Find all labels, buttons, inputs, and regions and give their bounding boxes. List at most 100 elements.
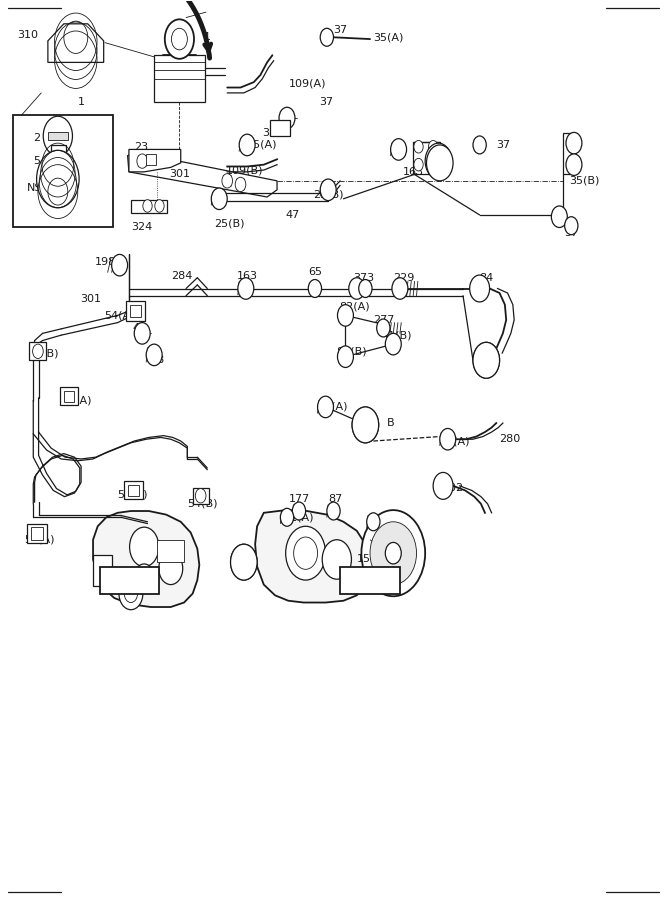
- Circle shape: [320, 28, 334, 46]
- Text: 37: 37: [496, 140, 510, 150]
- Circle shape: [43, 116, 73, 156]
- Circle shape: [473, 342, 500, 378]
- Circle shape: [428, 158, 438, 171]
- Circle shape: [165, 19, 194, 58]
- Circle shape: [231, 544, 257, 580]
- Text: 54(A): 54(A): [25, 535, 55, 544]
- Text: 4-36: 4-36: [358, 575, 383, 585]
- Circle shape: [391, 139, 407, 160]
- Circle shape: [370, 522, 416, 585]
- Circle shape: [392, 278, 408, 300]
- Circle shape: [473, 136, 486, 154]
- Text: 87: 87: [328, 494, 342, 504]
- Text: 310: 310: [17, 31, 38, 40]
- Polygon shape: [93, 511, 199, 607]
- Bar: [128, 485, 139, 496]
- Text: 37: 37: [319, 97, 333, 107]
- Text: B: B: [362, 420, 369, 430]
- Circle shape: [428, 140, 438, 153]
- Bar: [31, 527, 43, 540]
- Text: 46: 46: [133, 323, 147, 333]
- Circle shape: [33, 344, 43, 358]
- Circle shape: [349, 278, 365, 300]
- Circle shape: [285, 526, 325, 580]
- Text: 25(B): 25(B): [214, 219, 244, 229]
- Circle shape: [129, 527, 159, 567]
- Text: 37: 37: [334, 25, 348, 35]
- Text: 47: 47: [285, 210, 300, 220]
- Text: 301: 301: [80, 294, 101, 304]
- Text: 54(B): 54(B): [187, 499, 218, 508]
- Text: B: B: [436, 158, 443, 168]
- Circle shape: [195, 489, 206, 503]
- Circle shape: [433, 472, 453, 500]
- Bar: [64, 391, 75, 401]
- Bar: [130, 304, 141, 317]
- Circle shape: [111, 255, 127, 276]
- Circle shape: [235, 177, 246, 192]
- Text: 41(A): 41(A): [283, 512, 313, 522]
- Circle shape: [239, 134, 255, 156]
- Text: 373: 373: [354, 273, 375, 283]
- Circle shape: [367, 513, 380, 531]
- Text: 102: 102: [442, 482, 464, 492]
- Text: 280: 280: [500, 434, 521, 445]
- Bar: [13, 115, 113, 228]
- Text: 33: 33: [262, 129, 276, 139]
- Circle shape: [155, 200, 164, 212]
- Text: 41(A): 41(A): [317, 402, 348, 412]
- Circle shape: [359, 280, 372, 298]
- Circle shape: [440, 428, 456, 450]
- Bar: [29, 342, 46, 360]
- Polygon shape: [129, 149, 181, 172]
- Circle shape: [320, 179, 336, 201]
- Bar: [340, 567, 400, 594]
- Text: 198: 198: [94, 256, 115, 266]
- Circle shape: [327, 502, 340, 520]
- Text: B: B: [435, 156, 442, 166]
- Bar: [193, 488, 209, 504]
- Text: 4-31: 4-31: [117, 575, 142, 585]
- Bar: [270, 120, 290, 136]
- Circle shape: [566, 154, 582, 176]
- Bar: [48, 132, 68, 140]
- Bar: [60, 387, 79, 405]
- Circle shape: [137, 154, 147, 168]
- Circle shape: [37, 150, 79, 208]
- Text: 54(A): 54(A): [61, 396, 91, 406]
- Bar: [146, 154, 156, 165]
- Text: 163: 163: [237, 271, 258, 281]
- Polygon shape: [127, 152, 277, 197]
- Text: 5: 5: [33, 156, 40, 166]
- Circle shape: [414, 158, 423, 171]
- Circle shape: [146, 344, 162, 365]
- Circle shape: [238, 278, 253, 300]
- Text: 82(A): 82(A): [339, 302, 370, 311]
- Text: 35(B): 35(B): [570, 176, 600, 185]
- Circle shape: [338, 346, 354, 367]
- Text: 35(A): 35(A): [374, 32, 404, 42]
- Text: 54(B): 54(B): [28, 348, 59, 358]
- Bar: [51, 145, 66, 163]
- Circle shape: [338, 304, 354, 326]
- Text: A: A: [241, 557, 247, 567]
- Text: 177: 177: [288, 494, 309, 504]
- Text: B: B: [387, 418, 394, 428]
- Circle shape: [134, 322, 150, 344]
- Circle shape: [119, 578, 143, 609]
- Text: 23: 23: [134, 141, 148, 152]
- Circle shape: [171, 28, 187, 50]
- Text: 301: 301: [169, 168, 190, 179]
- Circle shape: [143, 200, 152, 212]
- Text: 41(B): 41(B): [382, 330, 412, 340]
- Circle shape: [279, 107, 295, 129]
- Circle shape: [377, 319, 390, 337]
- Text: 163: 163: [403, 166, 424, 177]
- Bar: [157, 540, 184, 562]
- Text: 1: 1: [78, 97, 85, 107]
- Bar: [131, 200, 167, 213]
- Text: 157: 157: [357, 554, 378, 564]
- Circle shape: [322, 540, 352, 580]
- Text: 324: 324: [131, 222, 152, 232]
- Circle shape: [134, 564, 154, 591]
